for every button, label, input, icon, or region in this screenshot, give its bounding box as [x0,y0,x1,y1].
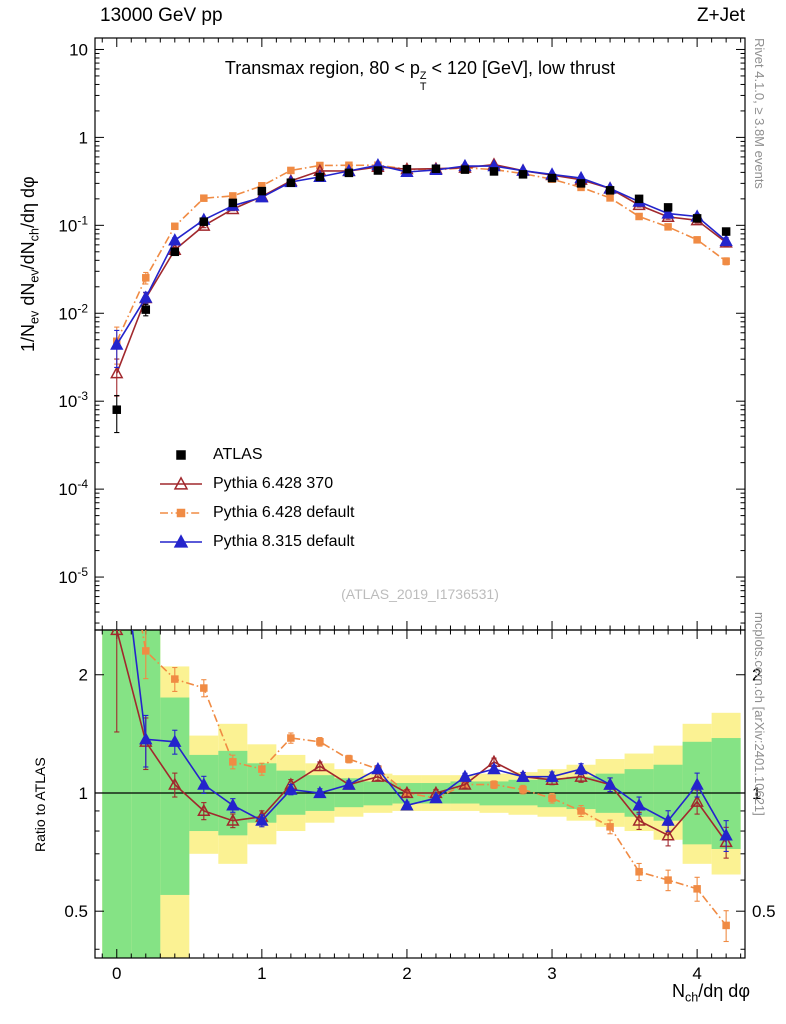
ratio-uncertainty-bands [102,630,741,958]
legend-item-atlas: ATLAS [158,444,354,466]
legend-marker-atlas [176,450,186,460]
y-tick-label-ratio-right: 0.5 [752,902,776,921]
legend-marker-pythia-6-428-370 [160,476,202,490]
ratio-frame [94,629,746,959]
legend-label: ATLAS [213,446,263,463]
y-tick-label-main: 10-1 [58,213,88,235]
legend-label: Pythia 6.428 default [213,504,355,521]
legend-label: Pythia 8.315 default [213,533,355,550]
ratio-series-layer [110,630,733,943]
legend-item-pythia-6-428-370: Pythia 6.428 370 [158,473,354,495]
y-tick-label-ratio-right: 1 [752,784,761,803]
legend-item-pythia-8-315-default: Pythia 8.315 default [158,531,354,553]
axes: 0 1 2 3 4 10 1 10-1 10-2 10-3 10-4 10-5 0.5 0.5 1 1 2 2 [58,37,776,983]
atlas-series-main [112,164,731,434]
x-tick-label: 2 [402,964,411,983]
legend-item-pythia-6-428-default: Pythia 6.428 default [158,502,354,524]
legend-label: Pythia 6.428 370 [213,475,334,492]
pythia-8-315-default-series-main [110,158,733,368]
analysis-id-watermark: (ATLAS_2019_I1736531) [341,586,499,602]
y-tick-label-main: 1 [79,128,88,147]
band-stat-uncertainty [131,630,161,958]
y-tick-label-main: 10-4 [58,477,88,499]
legend-marker-pythia-6-428-default [160,508,202,518]
y-tick-label-ratio-left: 0.5 [64,902,88,921]
legend: ATLAS Pythia 6.428 370 Pythia 6.428 defa… [158,444,354,553]
main-series-layer [110,157,733,434]
header-beam-energy: 13000 GeV pp [100,5,223,26]
y-tick-label-ratio-left: 1 [79,784,88,803]
y-axis-label-main: 1/Nev dNev/dNch/dη dφ [18,176,42,352]
pythia-6-428-default-series-main [113,161,730,365]
y-tick-label-main: 10-3 [58,389,88,411]
y-tick-label-ratio-right: 2 [752,666,761,685]
header-process: Z+Jet [696,5,745,26]
x-tick-label: 1 [257,964,266,983]
legend-marker-pythia-8-315-default [160,534,202,548]
y-tick-label-main: 10-2 [58,301,88,323]
y-tick-label-main: 10 [69,40,88,59]
x-axis-label: Nch/dη dφ [671,981,750,1005]
x-tick-label: 0 [112,964,121,983]
y-axis-label-ratio: Ratio to ATLAS [32,757,48,852]
x-tick-label: 4 [692,964,701,983]
pythia-8-315-default-series-ratio [131,630,733,852]
x-tick-label: 3 [547,964,556,983]
mcplots-reference-text: mcplots.cern.ch [arXiv:2401.10621] [752,612,767,816]
y-tick-label-main: 10-5 [58,565,88,587]
y-tick-label-ratio-left: 2 [79,666,88,685]
rivet-version-text: Rivet 4.1.0, ≥ 3.8M events [752,38,767,189]
